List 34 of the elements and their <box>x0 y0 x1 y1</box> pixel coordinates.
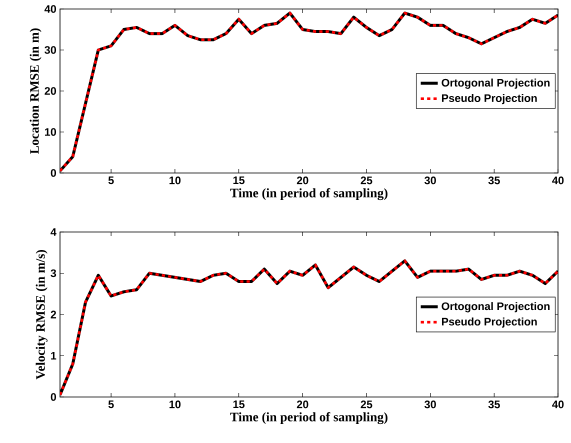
x-tick-label: 40 <box>552 176 564 184</box>
x-tick-label: 40 <box>552 400 564 408</box>
x-tick-label: 35 <box>488 176 500 184</box>
y-tick-label: 4 <box>50 228 56 236</box>
y-tick-label: 2 <box>50 310 56 318</box>
x-tick-label: 25 <box>360 400 372 408</box>
x-tick-label: 5 <box>108 400 114 408</box>
x-tick-label: 10 <box>170 400 181 408</box>
y-tick-label: 10 <box>44 128 56 136</box>
y-tick-label: 3 <box>50 269 56 278</box>
legend-label: Ortogonal Projection <box>442 302 550 312</box>
x-tick-label: 5 <box>108 176 114 184</box>
y-tick-label: 0 <box>50 393 56 401</box>
x-tick-label: 20 <box>296 400 308 408</box>
x-tick-label: 15 <box>233 176 245 184</box>
y-tick-label: 30 <box>44 46 56 54</box>
y-axis-title: Velocity RMSE (in m/s) <box>36 250 48 380</box>
x-tick-label: 15 <box>233 400 245 408</box>
x-tick-label: 25 <box>360 176 372 184</box>
x-axis-title: Time (in period of sampling) <box>230 412 388 424</box>
x-tick-label: 10 <box>170 176 181 184</box>
x-tick-label: 30 <box>424 176 436 184</box>
y-tick-label: 20 <box>44 87 56 95</box>
x-tick-label: 30 <box>424 400 436 408</box>
legend-label: Ortogonal Projection <box>442 78 550 89</box>
y-axis-title: Location RMSE (in m) <box>30 28 42 154</box>
x-axis-title: Time (in period of sampling) <box>230 188 388 200</box>
y-tick-label: 0 <box>50 169 56 177</box>
y-tick-label: 1 <box>51 352 56 360</box>
x-tick-label: 35 <box>488 400 500 408</box>
legend-label: Pseudo Projection <box>442 317 537 328</box>
y-tick-label: 40 <box>44 5 56 13</box>
x-tick-label: 20 <box>296 176 308 184</box>
legend-label: Pseudo Projection <box>442 94 537 104</box>
